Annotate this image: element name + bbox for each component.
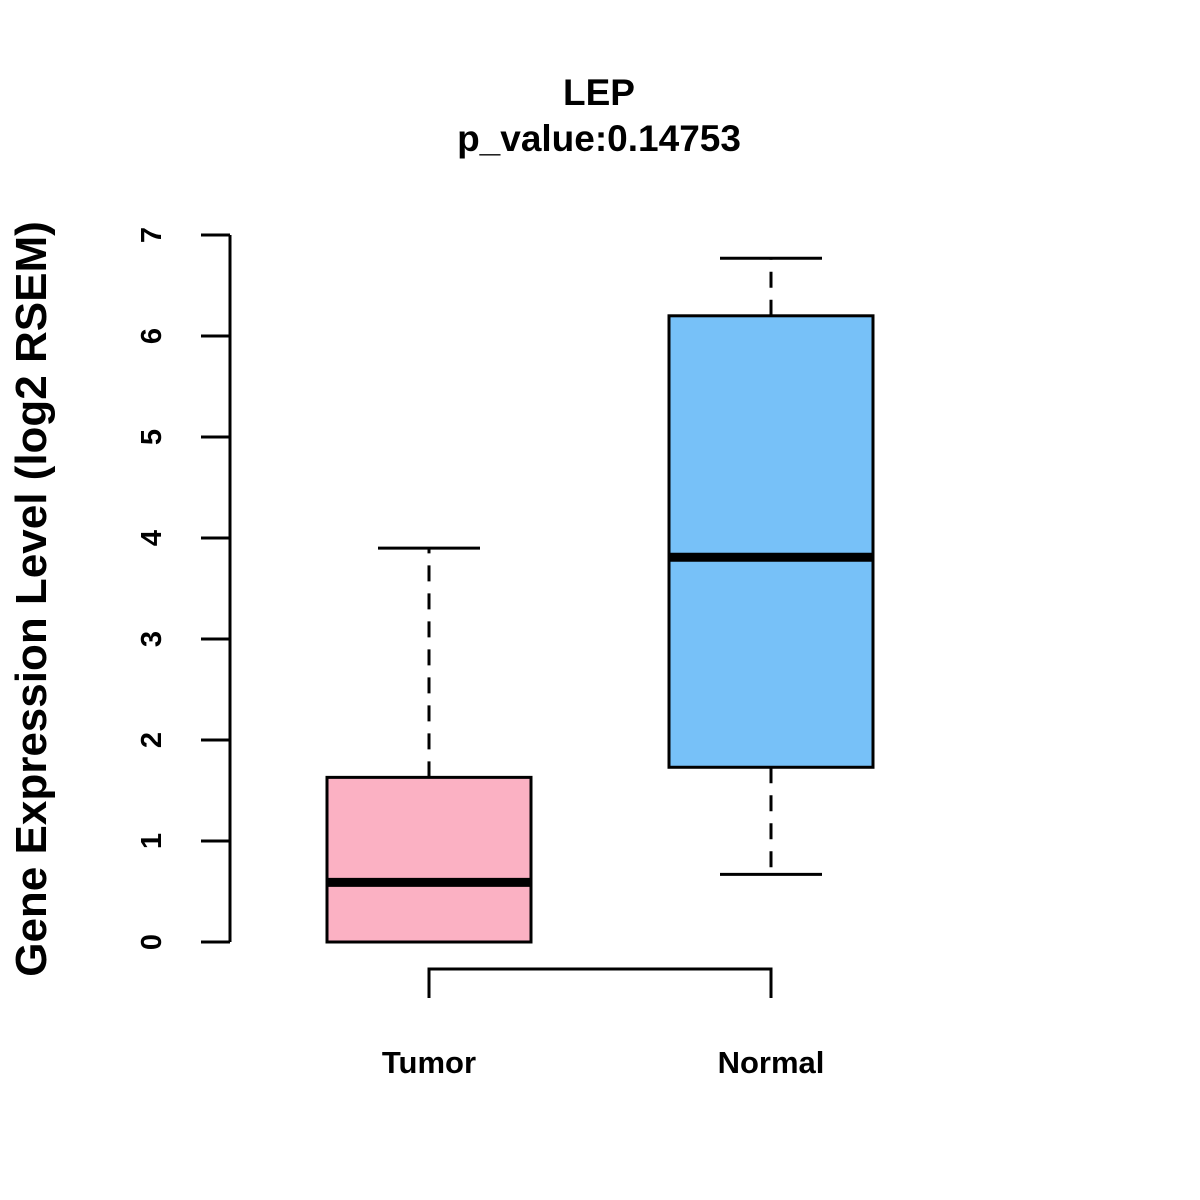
chart-title: LEP <box>563 72 635 113</box>
y-tick-label: 3 <box>136 631 168 647</box>
y-axis: 0 1 2 3 4 5 6 7 <box>136 227 232 950</box>
y-tick-label: 7 <box>136 227 168 243</box>
y-tick-label: 6 <box>136 328 168 344</box>
y-tick-label: 4 <box>136 530 168 546</box>
box-iqr <box>667 314 875 769</box>
chart-subtitle: p_value:0.14753 <box>457 118 741 159</box>
comparison-bracket <box>427 967 773 998</box>
y-tick-label: 1 <box>136 833 168 849</box>
box-tumor <box>325 546 533 944</box>
y-tick-label: 5 <box>136 429 168 445</box>
x-axis-labels: Tumor Normal <box>382 1045 824 1080</box>
y-tick-label: 0 <box>136 934 168 950</box>
box-iqr <box>325 775 533 944</box>
category-label-tumor: Tumor <box>382 1045 476 1080</box>
bracket-line <box>427 967 773 998</box>
box-normal <box>667 256 875 876</box>
y-axis-label: Gene Expression Level (log2 RSEM) <box>7 221 56 977</box>
boxes <box>325 256 875 944</box>
category-label-normal: Normal <box>718 1045 825 1080</box>
y-tick-label: 2 <box>136 732 168 748</box>
